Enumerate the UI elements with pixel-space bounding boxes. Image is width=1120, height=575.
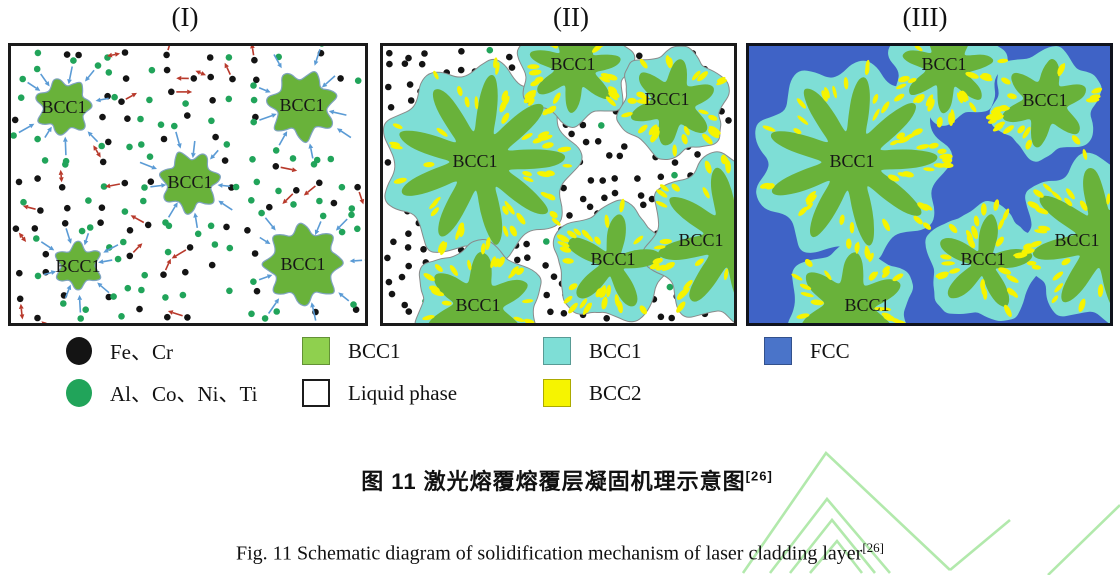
legend-item-al-co-ni-ti: Al、Co、Ni、Ti (66, 378, 257, 408)
green-dot-swatch (66, 379, 92, 407)
bcc1-label: BCC1 (1022, 90, 1067, 110)
green-square-swatch (302, 337, 330, 365)
bcc1-label: BCC1 (550, 54, 595, 74)
caption-zh-text: 图 11 激光熔覆熔覆层凝固机理示意图 (361, 469, 746, 494)
bcc1-label: BCC1 (921, 54, 966, 74)
legend-label: BCC1 (589, 338, 642, 363)
bcc1-label: BCC1 (55, 256, 100, 276)
panel-stage3-solidified: BCC1 BCC1 BCC1 BCC1 BCC1 BCC1 (746, 43, 1113, 326)
caption-zh-ref: [26] (745, 468, 773, 484)
stage3-title: (III) (902, 2, 948, 32)
caption-en: Fig. 11 Schematic diagram of solidificat… (0, 540, 1120, 566)
legend-item-fcc: FCC (764, 337, 850, 365)
white-square-swatch (302, 379, 330, 407)
blue-square-swatch (764, 337, 792, 365)
bcc1-label: BCC1 (844, 295, 889, 315)
bcc1-label: BCC1 (1054, 230, 1099, 250)
bcc1-label: BCC1 (455, 295, 500, 315)
bcc1-label: BCC1 (590, 249, 635, 269)
panel-stage2-growth: BCC1 BCC1 BCC1 BCC1 BCC1 BCC1 (380, 43, 737, 326)
legend-label: Al、Co、Ni、Ti (110, 382, 258, 406)
bcc1-label: BCC1 (960, 249, 1005, 269)
caption-zh: 图 11 激光熔覆熔覆层凝固机理示意图[26] (0, 464, 1120, 496)
bcc1-label: BCC1 (452, 151, 497, 171)
bcc1-label: BCC1 (167, 172, 212, 192)
bcc1-label: BCC1 (280, 254, 325, 274)
bcc1-label: BCC1 (41, 97, 86, 117)
bcc1-label: BCC1 (644, 89, 689, 109)
cyan-square-swatch (543, 337, 571, 365)
legend-item-bcc1-cyan: BCC1 (543, 337, 642, 365)
bcc1-label: BCC1 (279, 95, 324, 115)
legend-item-bcc2: BCC2 (543, 379, 642, 407)
legend-item-fe-cr: Fe、Cr (66, 336, 173, 366)
yellow-square-swatch (543, 379, 571, 407)
bcc1-label: BCC1 (829, 151, 874, 171)
legend-label: BCC2 (589, 380, 642, 405)
caption-en-ref: [26] (862, 540, 884, 555)
legend-label: Liquid phase (348, 380, 458, 405)
legend-item-bcc1-green: BCC1 (302, 337, 401, 365)
legend-label: Fe、Cr (110, 340, 173, 364)
caption-en-text: Fig. 11 Schematic diagram of solidificat… (236, 542, 863, 565)
legend-item-liquid-phase: Liquid phase (302, 379, 457, 407)
legend-label: FCC (810, 338, 850, 363)
bcc1-label: BCC1 (678, 230, 723, 250)
stage2-title: (II) (553, 2, 589, 32)
black-dot-swatch (66, 337, 92, 365)
stage1-title: (I) (171, 2, 199, 32)
panel-stage1-nucleation: BCC1 BCC1 BCC1 BCC1 BCC1 (8, 43, 368, 326)
legend-label: BCC1 (348, 338, 401, 363)
